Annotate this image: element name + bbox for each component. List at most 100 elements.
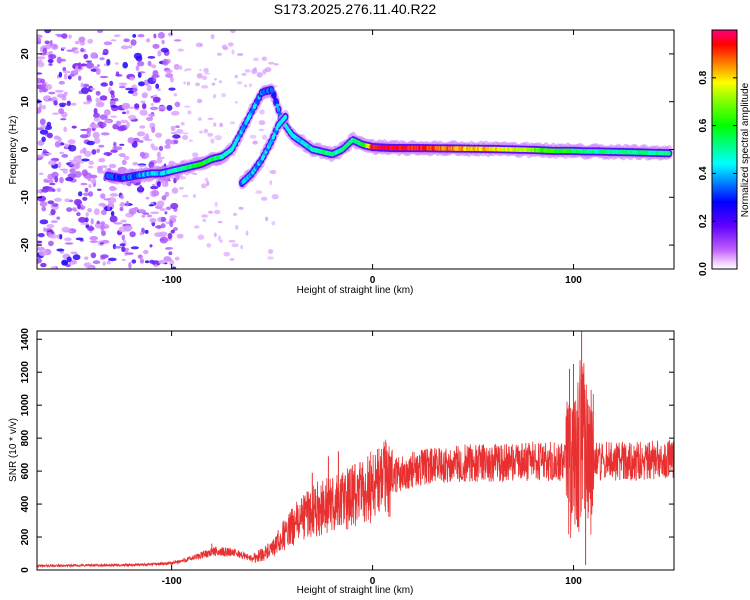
noise-speckle <box>64 242 74 245</box>
noise-speckle <box>170 125 176 132</box>
noise-speckle <box>121 246 126 253</box>
noise-speckle <box>207 132 214 137</box>
noise-speckle <box>213 122 217 127</box>
noise-speckle <box>81 87 89 95</box>
noise-speckle <box>241 72 247 76</box>
noise-speckle <box>69 73 75 77</box>
noise-speckle <box>37 34 43 39</box>
noise-speckle <box>49 54 57 60</box>
noise-speckle <box>41 136 46 143</box>
noise-speckle <box>210 138 215 144</box>
noise-speckle <box>146 116 153 122</box>
noise-speckle <box>78 191 83 197</box>
noise-speckle <box>64 198 70 203</box>
noise-speckle <box>93 117 101 122</box>
noise-speckle <box>99 75 109 79</box>
noise-speckle <box>159 109 165 112</box>
noise-speckle <box>39 219 49 225</box>
noise-speckle <box>120 45 129 50</box>
noise-speckle <box>170 131 178 135</box>
noise-speckle <box>86 127 92 133</box>
noise-speckle <box>137 34 145 38</box>
noise-speckle <box>56 248 65 252</box>
noise-speckle <box>71 102 77 106</box>
noise-speckle <box>180 121 185 126</box>
noise-speckle <box>213 232 217 238</box>
noise-speckle <box>121 258 126 261</box>
noise-speckle <box>151 126 156 133</box>
noise-speckle <box>127 137 135 144</box>
noise-speckle <box>158 231 168 237</box>
noise-speckle <box>80 47 85 53</box>
noise-speckle <box>93 208 100 216</box>
noise-speckle <box>204 177 209 182</box>
noise-speckle <box>139 184 143 192</box>
colorbar-axes: 0.0 0.2 0.4 0.6 0.8 <box>698 70 737 276</box>
figure-title: S173.2025.276.11.40.R22 <box>274 1 437 17</box>
x-tick-label: -100 <box>162 275 182 286</box>
noise-speckle <box>53 197 62 202</box>
ridge-core <box>274 99 278 105</box>
noise-speckle <box>228 239 236 243</box>
noise-speckle <box>194 225 200 229</box>
noise-speckle <box>37 72 43 75</box>
noise-speckle <box>96 220 100 225</box>
noise-speckle <box>119 243 126 247</box>
noise-speckle <box>199 130 203 134</box>
noise-speckle <box>165 138 172 146</box>
noise-speckle <box>234 101 239 104</box>
noise-speckle <box>85 62 94 69</box>
noise-speckle <box>219 122 224 128</box>
noise-speckle <box>139 258 145 264</box>
ridge-core <box>275 103 279 109</box>
noise-speckle <box>137 72 142 78</box>
noise-speckle <box>114 97 119 102</box>
noise-speckle <box>150 64 157 69</box>
noise-speckle <box>82 101 91 105</box>
noise-speckle <box>245 230 249 236</box>
noise-speckle <box>214 78 217 81</box>
noise-speckle <box>267 256 274 260</box>
snr-frame <box>36 330 675 571</box>
noise-speckle <box>78 216 87 223</box>
noise-speckle <box>92 131 100 139</box>
noise-speckle <box>63 126 68 132</box>
noise-speckle <box>244 69 251 73</box>
noise-speckle <box>161 39 165 45</box>
noise-speckle <box>90 252 97 259</box>
noise-speckle <box>66 207 73 213</box>
noise-speckle <box>46 224 55 229</box>
noise-speckle <box>159 208 166 211</box>
noise-speckle <box>77 204 81 210</box>
noise-speckle <box>95 68 101 75</box>
noise-speckle <box>119 143 125 146</box>
noise-speckle <box>99 57 105 61</box>
noise-speckle <box>121 102 131 109</box>
noise-speckle <box>152 96 161 102</box>
noise-speckle <box>48 91 56 95</box>
noise-speckle <box>57 161 62 169</box>
colorbar-frame <box>711 29 738 270</box>
noise-speckle <box>151 183 156 186</box>
noise-speckle <box>52 112 59 115</box>
noise-speckle <box>179 186 184 190</box>
noise-speckle <box>149 106 159 111</box>
noise-speckle <box>195 42 203 48</box>
noise-speckle <box>151 190 160 197</box>
noise-speckle <box>113 222 123 225</box>
noise-speckle <box>49 182 56 186</box>
noise-speckle <box>136 61 145 67</box>
noise-speckle <box>90 218 94 225</box>
noise-speckle <box>106 152 111 157</box>
noise-speckle <box>99 114 108 120</box>
noise-speckle <box>170 202 179 210</box>
noise-speckle <box>173 93 177 97</box>
noise-speckle <box>100 193 106 199</box>
noise-speckle <box>65 177 74 182</box>
noise-speckle <box>80 182 88 186</box>
noise-speckle <box>164 211 168 215</box>
noise-speckle <box>72 50 80 54</box>
noise-speckle <box>97 30 104 33</box>
noise-speckle <box>39 118 46 126</box>
noise-speckle <box>46 187 55 192</box>
